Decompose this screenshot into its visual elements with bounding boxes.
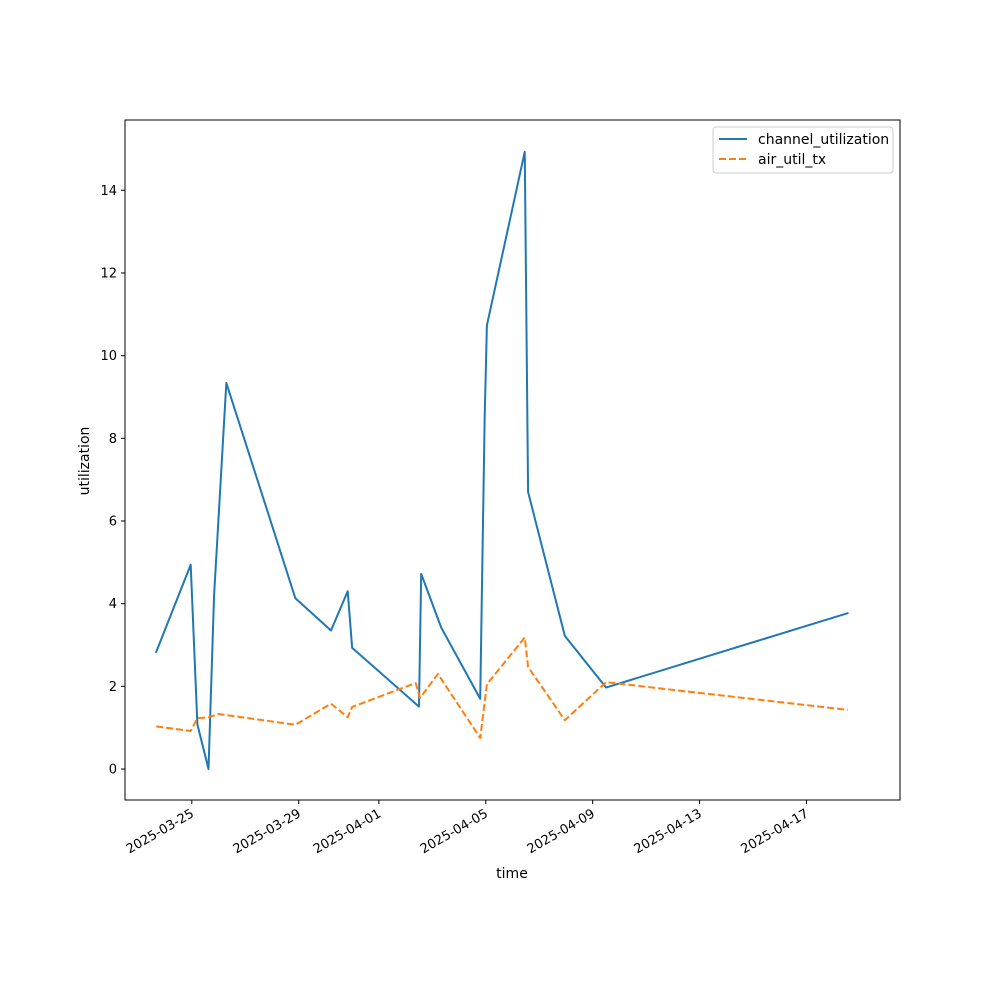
- y-tick-label: 10: [100, 349, 117, 364]
- y-tick-label: 12: [100, 266, 117, 281]
- x-tick-label: 2025-04-17: [739, 806, 812, 857]
- x-tick-label: 2025-04-01: [311, 806, 384, 857]
- x-tick-label: 2025-04-09: [525, 806, 598, 857]
- y-tick-label: 2: [109, 680, 117, 695]
- plot-frame: [124, 119, 901, 801]
- legend-frame: [712, 126, 894, 174]
- legend-label-air_util_tx: air_util_tx: [758, 152, 826, 168]
- y-tick-label: 0: [109, 762, 117, 777]
- y-tick-label: 6: [109, 514, 117, 529]
- series-layer: [155, 150, 849, 770]
- y-tick-label: 14: [100, 184, 117, 199]
- x-axis-ticks: 2025-03-25 2025-03-29 2025-04-01 2025-04-05…: [124, 800, 812, 857]
- y-axis-label: utilization: [77, 427, 93, 496]
- series-line-air_util_tx: [156, 636, 848, 739]
- x-tick-label: 2025-04-05: [418, 806, 491, 857]
- y-tick-label: 4: [109, 597, 117, 612]
- legend-label-channel_utilization: channel_utilization: [758, 132, 889, 148]
- x-tick-label: 2025-04-13: [632, 806, 705, 857]
- x-axis-label: time: [496, 866, 528, 882]
- x-tick-label: 2025-03-29: [231, 806, 304, 857]
- y-axis-ticks: 0 2 4 6 8 10 12 14: [100, 184, 125, 777]
- x-tick-label: 2025-03-25: [124, 806, 197, 857]
- legend: channel_utilization air_util_tx: [712, 126, 894, 174]
- series-line-channel_utilization: [155, 150, 849, 770]
- y-tick-label: 8: [109, 432, 117, 447]
